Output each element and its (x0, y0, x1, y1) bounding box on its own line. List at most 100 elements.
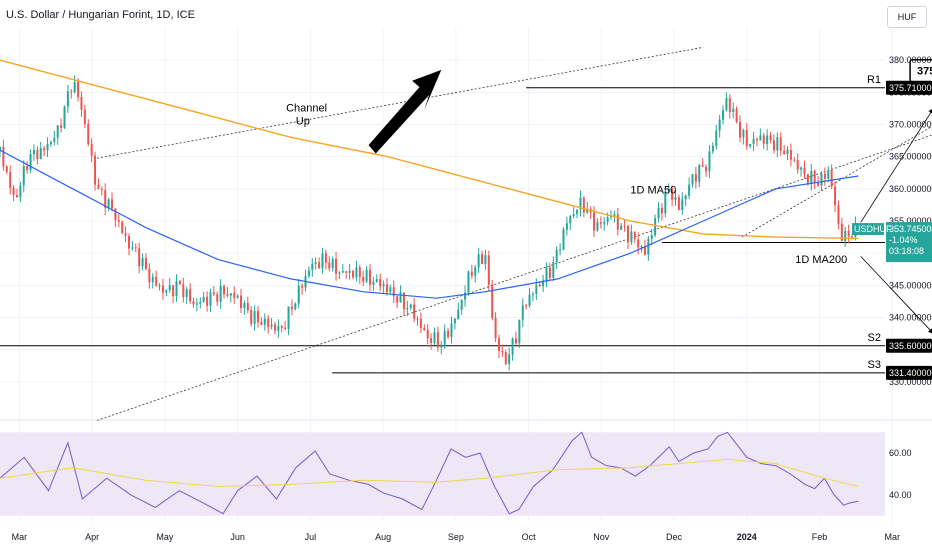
chart-title: U.S. Dollar / Hungarian Forint, 1D, ICE (6, 9, 195, 21)
candle-body (83, 109, 86, 125)
candle-body (664, 191, 667, 214)
candle-body (806, 174, 809, 185)
candle-body (60, 125, 63, 128)
candle-body (450, 323, 453, 338)
candle-body (297, 285, 300, 304)
y-tick-label: 360.000000 (889, 184, 932, 194)
candle-body (229, 293, 232, 296)
candle-body (155, 276, 158, 286)
level-label: S3 (868, 359, 881, 371)
candle-body (487, 255, 490, 285)
candle-body (260, 322, 263, 325)
candle-body (667, 189, 670, 192)
candle-body (66, 91, 69, 107)
candle-body (837, 205, 840, 224)
candle-body (823, 173, 826, 179)
candle-body (114, 208, 117, 221)
candle-body (613, 214, 616, 216)
candle-body (219, 285, 222, 302)
candle-body (674, 197, 677, 200)
candle-body (552, 262, 555, 278)
candle-body (385, 284, 388, 292)
candle-body (358, 267, 361, 278)
candle-body (284, 327, 287, 329)
candle-body (464, 292, 467, 300)
candle-body (382, 284, 385, 287)
candle-body (725, 97, 728, 111)
level-tag-bg (886, 365, 932, 380)
candle-body (481, 254, 484, 265)
candle-body (436, 332, 439, 348)
ma50-line (0, 149, 859, 299)
candle-body (5, 166, 8, 173)
candle-body (565, 223, 568, 230)
candle-body (569, 216, 572, 224)
candle-body (766, 135, 769, 144)
candle-body (681, 199, 684, 210)
candle-body (321, 253, 324, 269)
candle-body (94, 155, 97, 185)
candle-body (375, 279, 378, 282)
candle-body (39, 148, 42, 160)
x-tick-label: Mar (12, 532, 28, 542)
candle-body (311, 263, 314, 271)
candle-body (15, 195, 18, 198)
candle-body (548, 267, 551, 278)
y-tick-label: 340.000000 (889, 313, 932, 323)
candle-body (144, 258, 147, 269)
candle-body (660, 207, 663, 214)
level-tag-bg (886, 338, 932, 353)
candle-body (185, 289, 188, 298)
symbol-label-bg (852, 223, 884, 236)
x-tick-label: Oct (522, 532, 537, 542)
candle-body (73, 81, 76, 93)
candle-body (175, 281, 178, 297)
candle-body (77, 81, 80, 97)
candle-body (722, 110, 725, 120)
arrow-up (860, 107, 932, 223)
x-tick-label: Nov (593, 532, 610, 542)
price-tags: 375.710000351.650000335.600000331.400000… (852, 80, 932, 380)
candle-body (307, 270, 310, 277)
candle-body (620, 225, 623, 230)
candle-body (514, 338, 517, 344)
candle-body (409, 304, 412, 308)
x-tick-label: Jun (230, 532, 245, 542)
candle-body (698, 165, 701, 182)
candle-body (593, 212, 596, 231)
candle-body (834, 186, 837, 206)
candle-body (701, 165, 704, 167)
candle-body (508, 354, 511, 364)
level-tag: 375.710000 (889, 83, 932, 93)
candle-body (542, 280, 545, 287)
candle-body (131, 247, 134, 249)
candle-body (735, 108, 738, 123)
candle-body (399, 292, 402, 303)
candle-body (484, 255, 487, 265)
candle-body (168, 285, 171, 291)
last-price-countdown: 03:18:08 (889, 246, 924, 256)
candle-body (263, 318, 266, 325)
candle-body (582, 197, 585, 213)
candle-body (29, 154, 32, 171)
levels: R1 S2 S3 (0, 74, 885, 374)
candle-body (755, 138, 758, 141)
candle-body (796, 160, 799, 170)
y-tick-label: 355.000000 (889, 216, 932, 226)
candle-body (352, 270, 355, 278)
candle-body (647, 238, 650, 255)
candle-body (372, 281, 375, 285)
currency-button[interactable]: HUF (887, 6, 927, 28)
last-price-change: -1.04% (889, 235, 918, 245)
candle-body (243, 303, 246, 308)
x-tick-label: Jul (305, 532, 317, 542)
candle-body (545, 267, 548, 281)
candle-body (616, 214, 619, 230)
rsi-band (0, 432, 885, 516)
candle-body (331, 258, 334, 269)
candle-body (117, 220, 120, 222)
channel-lines (96, 46, 932, 421)
candle-body (161, 285, 164, 293)
candle-body (402, 292, 405, 310)
